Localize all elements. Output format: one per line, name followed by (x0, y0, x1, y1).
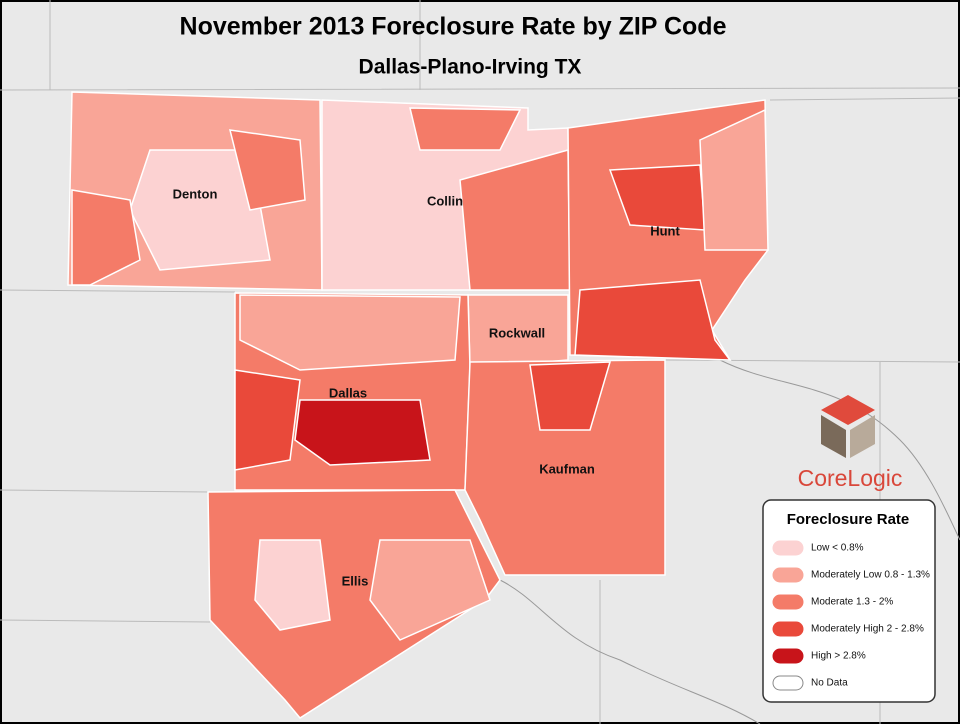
ellis-zip (369, 539, 491, 641)
denton-zip (229, 129, 306, 211)
legend-item-label: Moderately High 2 - 2.8% (811, 624, 924, 635)
denton-zip (71, 189, 141, 286)
legend-swatch (772, 594, 804, 610)
logo-left (821, 415, 846, 458)
denton-zip (129, 149, 271, 271)
ellis-zip (254, 539, 331, 631)
legend-swatch (772, 567, 804, 583)
legend-item-label: High > 2.8% (811, 651, 866, 662)
kaufman-zip (529, 361, 612, 431)
dallas-zip (294, 399, 431, 466)
county-label: Collin (427, 193, 463, 208)
legend-box (762, 499, 936, 703)
legend: Foreclosure Rate Low < 0.8% Moderately Lo… (762, 499, 936, 703)
county-label: Dallas (329, 385, 367, 400)
title: November 2013 Foreclosure Rate by ZIP Co… (180, 13, 727, 41)
kaufman-county (464, 359, 666, 576)
county-label: Denton (173, 186, 218, 201)
county-label: Kaufman (539, 461, 595, 476)
hunt-zip (699, 108, 769, 251)
collin-zip (409, 107, 522, 151)
legend-item-label: No Data (811, 678, 848, 689)
dallas-zip (234, 369, 301, 471)
county-label: Ellis (342, 573, 369, 588)
legend-swatch (772, 675, 804, 691)
hunt-zip (574, 279, 732, 361)
logo: CoreLogic (798, 395, 903, 491)
logo-text: CoreLogic (798, 465, 903, 491)
legend-item-label: Moderately Low 0.8 - 1.3% (811, 570, 930, 581)
dallas-zip (239, 294, 461, 371)
legend-title: Foreclosure Rate (787, 511, 910, 528)
county-label: Rockwall (489, 325, 545, 340)
legend-item-label: Low < 0.8% (811, 543, 864, 554)
county-label: Hunt (650, 223, 680, 238)
subtitle: Dallas-Plano-Irving TX (359, 56, 582, 79)
counties (67, 91, 769, 719)
logo-right (850, 415, 875, 458)
legend-swatch (772, 540, 804, 556)
logo-top (821, 395, 875, 425)
legend-swatch (772, 621, 804, 637)
legend-item-label: Moderate 1.3 - 2% (811, 597, 893, 608)
legend-swatch (772, 648, 804, 664)
